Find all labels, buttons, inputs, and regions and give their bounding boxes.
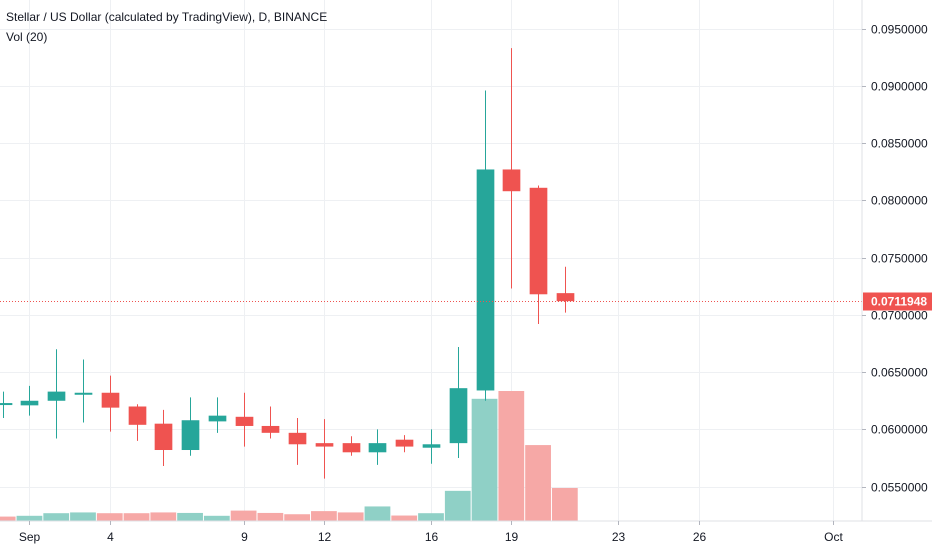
candle-up bbox=[368, 443, 387, 453]
y-tick-label: 0.0650000 bbox=[871, 366, 928, 380]
x-tick-label: 12 bbox=[318, 530, 332, 544]
candle-up bbox=[422, 444, 441, 448]
y-tick-label: 0.0850000 bbox=[871, 137, 928, 151]
volume-bar bbox=[177, 512, 203, 521]
y-tick-label: 0.0750000 bbox=[871, 252, 928, 266]
candle-down bbox=[395, 439, 414, 447]
volume-bars bbox=[0, 391, 578, 521]
volume-bar bbox=[471, 398, 498, 521]
candles bbox=[0, 48, 575, 479]
volume-bar bbox=[16, 515, 43, 521]
candle-up bbox=[47, 391, 66, 401]
price-axis[interactable]: 0.05500000.06000000.06500000.07000000.07… bbox=[862, 23, 928, 495]
volume-bar bbox=[230, 510, 257, 521]
x-tick-label: 4 bbox=[107, 530, 114, 544]
time-axis[interactable]: Sep 4 9 12 16 19 23 26 Oct bbox=[19, 521, 844, 544]
volume-bar bbox=[203, 515, 230, 521]
candle-up bbox=[0, 403, 13, 406]
volume-bar bbox=[284, 514, 311, 521]
y-tick-label: 0.0600000 bbox=[871, 423, 928, 437]
volume-bar bbox=[551, 487, 578, 521]
price-label-box bbox=[863, 292, 932, 311]
volume-bar bbox=[444, 490, 471, 521]
x-tick-label: Sep bbox=[19, 530, 41, 544]
volume-bar bbox=[311, 511, 337, 521]
candle-down bbox=[154, 423, 173, 451]
candle-down bbox=[235, 416, 254, 426]
price-label-text: 0.0711948 bbox=[871, 295, 927, 309]
candle-down bbox=[315, 443, 334, 447]
y-tick-label: 0.0800000 bbox=[871, 194, 928, 208]
volume-bar bbox=[150, 512, 177, 521]
x-tick-label: 19 bbox=[505, 530, 519, 544]
y-tick-label: 0.0950000 bbox=[871, 23, 928, 37]
volume-bar bbox=[43, 513, 70, 521]
volume-bar bbox=[418, 513, 444, 521]
candle-down bbox=[556, 293, 575, 302]
volume-bar bbox=[70, 512, 96, 521]
x-tick-label: Oct bbox=[824, 530, 843, 544]
y-tick-label: 0.0900000 bbox=[871, 80, 928, 94]
volume-bar bbox=[123, 513, 150, 521]
chart-title[interactable]: Stellar / US Dollar (calculated by Tradi… bbox=[6, 10, 328, 24]
x-tick-label: 9 bbox=[241, 530, 248, 544]
candle-down bbox=[502, 169, 521, 192]
volume-indicator-label[interactable]: Vol (20) bbox=[6, 30, 48, 44]
candle-up bbox=[449, 388, 468, 444]
volume-bar bbox=[337, 512, 364, 521]
volume-bar bbox=[525, 445, 551, 521]
candle-up bbox=[208, 415, 227, 422]
volume-bar bbox=[364, 506, 391, 521]
y-tick-label: 0.0700000 bbox=[871, 309, 928, 323]
candle-up bbox=[181, 420, 200, 451]
candle-down bbox=[288, 432, 307, 445]
x-tick-label: 16 bbox=[425, 530, 439, 544]
candle-down bbox=[261, 425, 280, 433]
x-tick-label: 26 bbox=[693, 530, 707, 544]
candle-up bbox=[20, 400, 39, 406]
y-tick-label: 0.0550000 bbox=[871, 481, 928, 495]
x-tick-label: 23 bbox=[612, 530, 626, 544]
candle-down bbox=[529, 187, 548, 295]
volume-bar bbox=[391, 515, 418, 521]
candle-down bbox=[101, 392, 120, 408]
current-price-label: 0.0711948 bbox=[863, 292, 932, 311]
volume-bar bbox=[257, 512, 284, 521]
candle-up bbox=[476, 169, 495, 391]
candle-down bbox=[342, 443, 361, 453]
volume-bar bbox=[0, 516, 16, 521]
candle-down bbox=[128, 406, 147, 425]
candle-up bbox=[74, 392, 93, 395]
volume-bar bbox=[498, 391, 525, 521]
volume-bar bbox=[96, 513, 123, 521]
